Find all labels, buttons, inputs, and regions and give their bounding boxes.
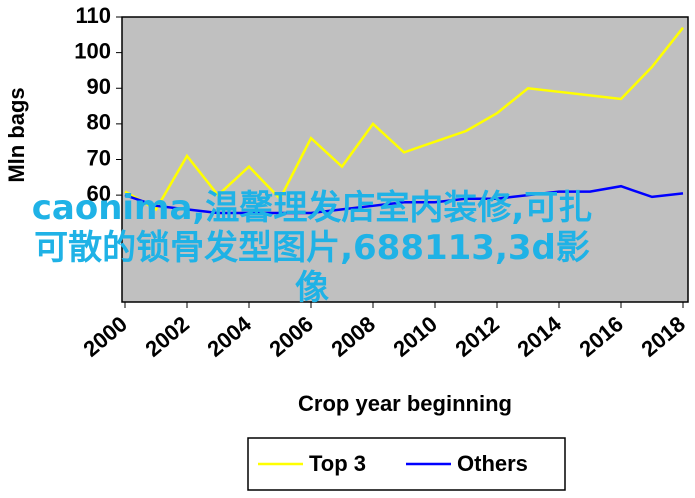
y-tick-label: 70 <box>87 145 111 170</box>
plot-area <box>121 16 689 303</box>
series-line <box>124 26 684 212</box>
legend-label: Others <box>457 451 528 476</box>
x-axis-label: Crop year beginning <box>298 391 512 416</box>
x-tick-label: 2016 <box>574 311 628 362</box>
y-tick-label: 110 <box>76 3 112 28</box>
x-tick-label: 2004 <box>202 311 256 362</box>
x-tick-label: 2014 <box>512 311 566 362</box>
x-tick-label: 2008 <box>326 311 380 362</box>
x-tick-label: 2002 <box>140 311 194 362</box>
x-tick-label: 2006 <box>264 311 318 362</box>
x-tick-label: 2010 <box>388 311 442 362</box>
x-tick-label: 2018 <box>636 311 690 362</box>
y-tick-label: 60 <box>87 181 111 206</box>
x-tick-label: 2000 <box>78 311 132 362</box>
y-tick-label: 100 <box>74 38 111 63</box>
series-line <box>124 184 684 215</box>
overlay-text: caonima,温馨理发店室内装修,可扎可散的锁骨发型图片,688113,3d影… <box>31 188 593 308</box>
x-tick-label: 2012 <box>450 311 504 362</box>
legend-label: Top 3 <box>309 451 366 476</box>
y-tick-label: 80 <box>87 110 111 135</box>
y-axis-label: Mln bags <box>4 87 29 182</box>
y-tick-label: 90 <box>87 74 111 99</box>
